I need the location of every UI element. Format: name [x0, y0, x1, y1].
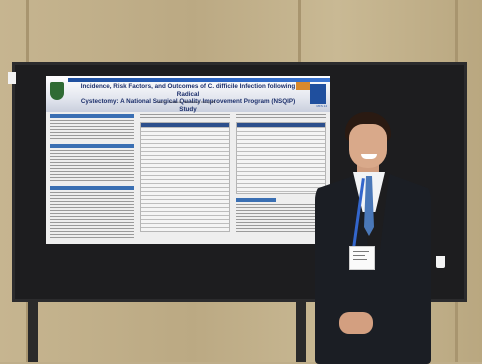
- nsqip-logo-icon: [310, 84, 326, 104]
- section-header-bar: [50, 114, 134, 118]
- poster-column-right: [236, 114, 326, 242]
- section-header-bar: [236, 198, 276, 202]
- poster-column-left: [50, 114, 134, 242]
- smile: [361, 154, 377, 159]
- data-table: [140, 122, 230, 232]
- table-caption: [140, 114, 230, 120]
- section-text-block: [50, 120, 134, 140]
- data-table: [236, 122, 326, 194]
- badge-text-line: [353, 259, 367, 260]
- poster-column-middle: [140, 114, 230, 242]
- table-header-row: [141, 123, 229, 127]
- clasped-hands: [339, 312, 373, 334]
- face: [349, 124, 387, 168]
- section-text-block: [236, 204, 326, 234]
- research-poster: Incidence, Risk Factors, and Outcomes of…: [46, 76, 330, 244]
- poster-authors: Glenn A. Goudreau, MD; Wesley Chung, BS;…: [156, 100, 220, 104]
- presenter-person: [313, 112, 433, 364]
- board-number-tag: [8, 72, 16, 84]
- poster-title-line-1: Incidence, Risk Factors, and Outcomes of…: [80, 83, 296, 98]
- poster-title: Incidence, Risk Factors, and Outcomes of…: [72, 83, 304, 113]
- poster-header: Incidence, Risk Factors, and Outcomes of…: [46, 76, 330, 113]
- badge-text-line: [353, 255, 365, 256]
- paper-cup: [436, 256, 445, 268]
- table-caption: [236, 114, 326, 120]
- name-badge: [349, 246, 375, 270]
- board-leg: [296, 300, 306, 362]
- poster-right-logo-text: MFS 14: [316, 104, 327, 108]
- section-header-bar: [50, 144, 134, 148]
- section-text-block: [50, 150, 134, 182]
- section-text-block: [50, 192, 134, 238]
- blue-tie: [364, 176, 374, 236]
- university-shield-icon: [50, 82, 64, 100]
- badge-text-line: [353, 251, 369, 252]
- section-header-bar: [50, 186, 134, 190]
- poster-corner-logo: [296, 82, 310, 90]
- poster-header-stripe: [68, 78, 330, 82]
- poster-title-line-2: Cystectomy: A National Surgical Quality …: [80, 98, 296, 113]
- table-header-row: [237, 123, 325, 127]
- board-leg: [28, 300, 38, 362]
